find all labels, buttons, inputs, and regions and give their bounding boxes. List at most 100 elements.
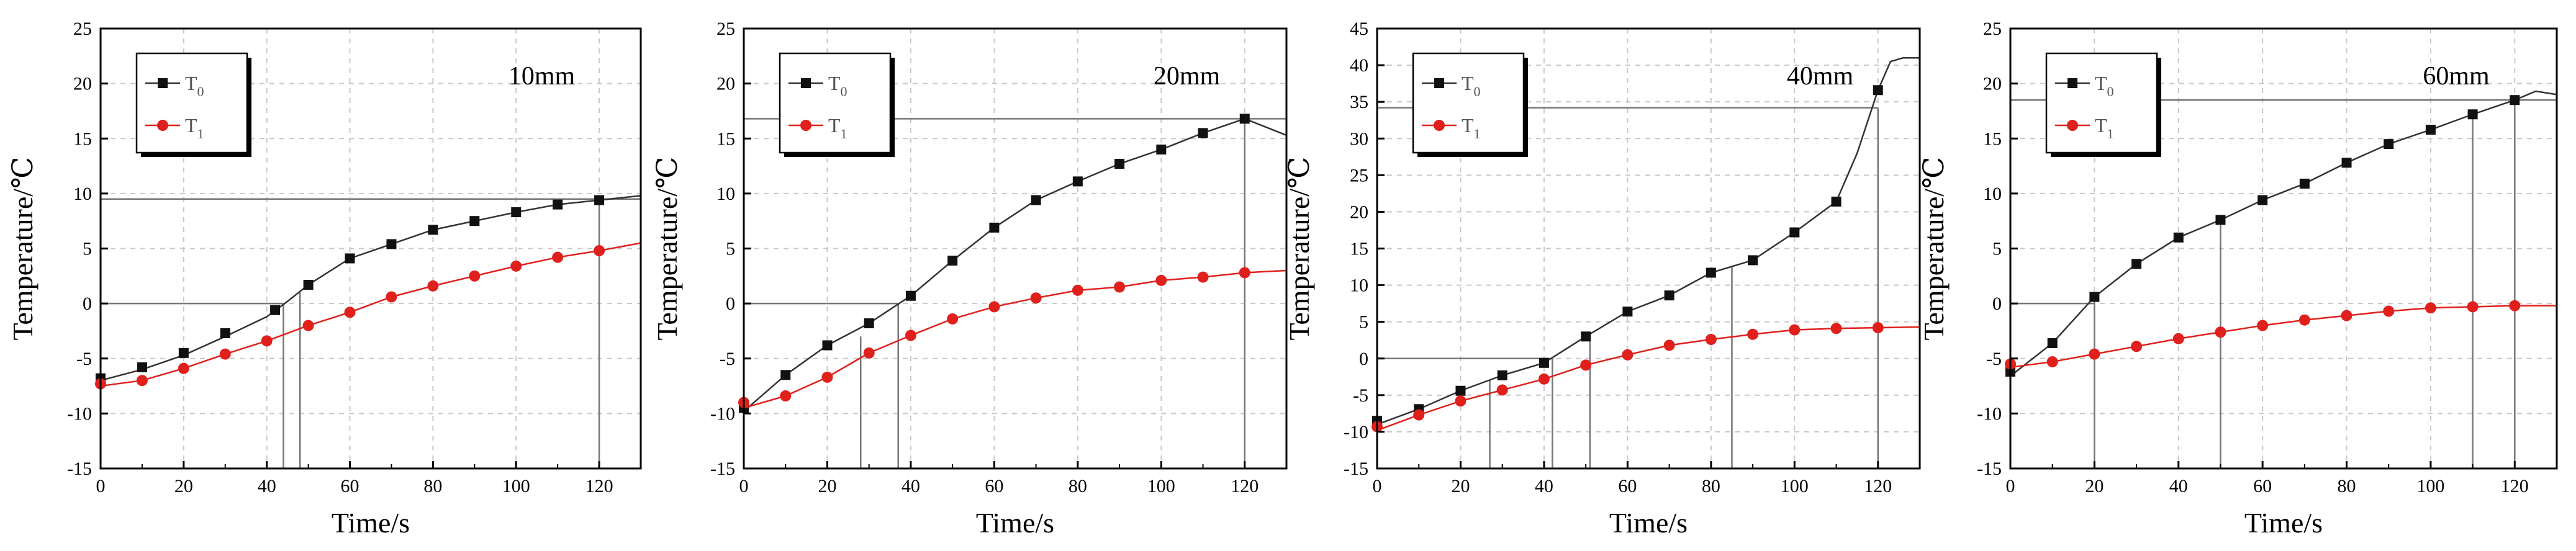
x-axis-label: Time/s	[976, 507, 1054, 539]
x-tick-label: 80	[1702, 476, 1720, 496]
data-point-T0	[1539, 357, 1549, 368]
data-point-T1	[136, 375, 148, 387]
y-tick-label: 45	[1350, 19, 1368, 39]
x-tick-label: 80	[423, 476, 442, 496]
legend-box	[1412, 52, 1525, 154]
y-axis-label: Temperature/℃	[1283, 157, 1315, 341]
data-point-T0	[1664, 290, 1674, 301]
data-point-T0	[2131, 259, 2142, 269]
data-point-T1	[510, 260, 522, 272]
data-point-T0	[469, 216, 480, 226]
axis-ticks: 0 20 40 60 80 100 120 -15 -10 -5 0 5 10 15 20 25	[710, 19, 1259, 496]
data-point-T1	[2467, 301, 2479, 313]
data-point-T0	[2341, 158, 2352, 168]
y-tick-label: 15	[73, 128, 92, 149]
x-tick-label: 0	[2006, 476, 2015, 496]
legend-label-T1: T1	[185, 114, 204, 141]
chart-panel-20mm: 0 20 40 60 80 100 120 -15 -10 -5 0 5 10 15 20 25 Time/s T…	[651, 19, 1288, 539]
x-tick-label: 40	[2169, 476, 2188, 496]
y-axis-label: Temperature/℃	[651, 157, 683, 341]
data-point-T1	[821, 371, 833, 383]
data-point-T0	[1748, 255, 1758, 266]
data-point-T1	[1580, 359, 1592, 371]
data-point-T0	[780, 370, 791, 380]
data-point-T0	[553, 199, 563, 210]
x-axis-label: Time/s	[332, 507, 410, 539]
data-point-T1	[1830, 323, 1842, 334]
series-line-T1	[743, 269, 1287, 409]
y-tick-label: 20	[1983, 74, 2002, 94]
data-point-T0	[2047, 338, 2058, 348]
data-point-T1	[302, 320, 314, 331]
x-tick-label: 0	[739, 476, 749, 496]
data-point-T0	[428, 225, 438, 235]
y-tick-label: -15	[710, 459, 735, 479]
y-tick-label: -10	[1977, 403, 2002, 424]
data-point-T1	[1663, 339, 1675, 351]
y-tick-label: 10	[716, 184, 735, 204]
data-point-T1	[905, 329, 916, 341]
chart-panel-40mm: 0 20 40 60 80 100 120 -15 -10 -5 0 5 10 15 20 25 30 35 40 4…	[1283, 19, 1921, 539]
y-tick-label: -10	[67, 403, 92, 424]
x-tick-label: 120	[1864, 476, 1892, 496]
data-point-T1	[988, 301, 1000, 313]
data-point-T0	[1239, 114, 1250, 124]
legend: T0 T1	[135, 52, 251, 157]
y-tick-label: 20	[716, 74, 735, 94]
data-point-T1	[178, 362, 189, 374]
data-point-T1	[2257, 320, 2269, 331]
series-T1	[2005, 300, 2557, 370]
y-tick-label: 15	[1350, 239, 1368, 259]
data-point-T1	[1538, 373, 1550, 385]
y-tick-label: 10	[1983, 184, 2002, 204]
data-point-T0	[905, 290, 916, 301]
data-point-T0	[1497, 370, 1507, 380]
y-tick-label: 30	[1350, 128, 1368, 149]
legend-marker-circle	[800, 120, 811, 131]
legend-label-T0: T0	[185, 72, 204, 99]
data-point-T0	[1873, 85, 1883, 96]
x-tick-label: 60	[341, 476, 359, 496]
y-tick-label: 0	[726, 293, 735, 314]
x-tick-label: 100	[1147, 476, 1175, 496]
reference-lines	[744, 118, 1286, 468]
y-tick-label: -5	[76, 349, 92, 369]
data-point-T0	[1831, 196, 1842, 207]
x-tick-label: 80	[1069, 476, 1087, 496]
x-tick-label: 40	[258, 476, 276, 496]
data-point-T0	[1072, 176, 1083, 187]
grid-lines	[1377, 29, 1920, 468]
data-point-T1	[594, 245, 605, 257]
y-tick-label: -5	[1986, 349, 2002, 369]
legend-box	[2045, 52, 2158, 154]
y-tick-label: 5	[1359, 312, 1368, 333]
series-line-T1	[100, 242, 641, 387]
data-point-T0	[1622, 307, 1633, 317]
legend-label-T1: T1	[1462, 114, 1481, 141]
legend-marker-square	[1434, 78, 1444, 88]
thickness-annotation: 40mm	[1787, 62, 1854, 91]
x-tick-label: 40	[902, 476, 920, 496]
y-tick-label: 20	[73, 74, 92, 94]
x-axis-label: Time/s	[1609, 507, 1688, 539]
y-tick-label: 25	[716, 19, 735, 39]
series-T1	[1372, 322, 1920, 432]
x-tick-label: 120	[585, 476, 613, 496]
y-tick-label: -15	[1977, 459, 2002, 479]
data-point-T1	[1155, 274, 1167, 286]
data-point-T1	[1622, 349, 1634, 361]
data-point-T1	[1705, 334, 1717, 346]
legend-box	[135, 52, 248, 154]
y-tick-label: -15	[1344, 459, 1368, 479]
y-tick-label: 25	[1983, 19, 2002, 39]
legend-label-T1: T1	[828, 114, 847, 141]
y-tick-label: 10	[1350, 276, 1368, 296]
legend-marker-circle	[2067, 120, 2078, 131]
data-point-T0	[137, 362, 147, 372]
data-point-T1	[2215, 326, 2226, 338]
data-point-T0	[220, 328, 230, 338]
x-tick-label: 20	[174, 476, 193, 496]
x-tick-label: 0	[96, 476, 106, 496]
data-point-T1	[2425, 302, 2436, 314]
y-tick-label: 0	[1359, 349, 1368, 369]
